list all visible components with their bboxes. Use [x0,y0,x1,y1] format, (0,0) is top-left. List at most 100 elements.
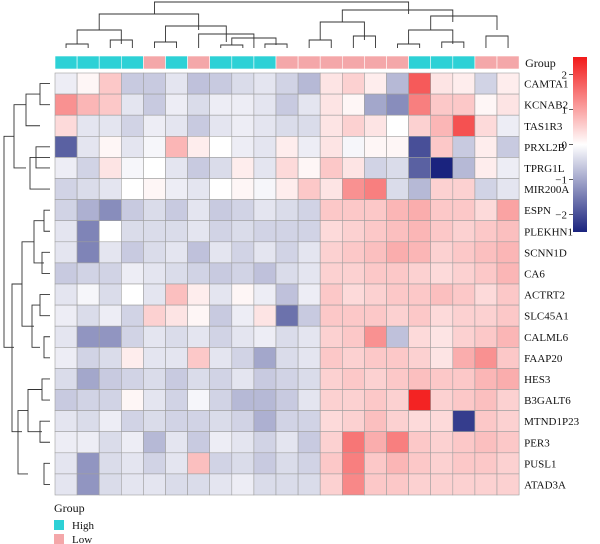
heatmap-cell [76,389,100,411]
row-label: PUSL1 [524,458,556,470]
heatmap-cell [76,304,100,327]
heatmap-cell [452,178,476,200]
heatmap-cell [253,473,277,496]
heatmap-cell [364,473,387,496]
heatmap-cell [231,199,255,222]
heatmap-cell [121,199,144,222]
heatmap-cell [231,262,255,285]
heatmap-cell [319,262,343,285]
heatmap-cell [76,262,100,285]
heatmap-cell [76,368,100,390]
heatmap-cell [341,452,365,475]
heatmap-cell [165,283,188,306]
column-dendrogram [65,1,509,48]
heatmap-cell [474,178,498,200]
heatmap-cell [209,136,233,158]
heatmap-cell [319,157,343,179]
heatmap-cell [430,431,454,454]
heatmap-cell [209,304,233,327]
heatmap-cell [253,199,277,222]
heatmap-cell [98,262,122,285]
heatmap-cell [386,136,409,158]
heatmap-cell [253,283,277,306]
legend-label-high: High [72,520,95,532]
heatmap-cell [364,199,387,222]
heatmap-cell [341,410,365,433]
heatmap-cell [297,431,321,454]
heatmap-cell [496,452,520,475]
annotation-cell-low [143,55,166,70]
color-scale-tick-label: −1 [555,175,567,187]
heatmap-cell [54,157,78,179]
heatmap-cell [474,473,498,496]
heatmap-cell [474,410,498,433]
heatmap-cell [452,72,476,95]
heatmap-cell [496,410,520,433]
heatmap-cell [474,72,498,95]
heatmap-cell [253,325,277,348]
heatmap-cell [452,283,476,306]
heatmap-cell [165,72,188,95]
heatmap-cell [319,93,343,116]
heatmap-cell [341,136,365,158]
heatmap-cell [275,283,299,306]
heatmap-cell [143,283,166,306]
legend-swatch-low [54,534,64,544]
annotation-cell-low [496,55,520,70]
heatmap-cell [165,473,188,496]
heatmap-cell [121,241,144,264]
color-scale-tick-label: 1 [562,105,568,117]
heatmap-cell [231,304,255,327]
row-label: FAAP20 [524,353,563,365]
heatmap-cell [364,346,387,369]
heatmap-cell [319,178,343,200]
heatmap-cell [143,262,166,285]
heatmap-cell [187,157,211,179]
heatmap-cell [98,220,122,243]
heatmap-cell [187,410,211,433]
row-label: B3GALT6 [524,395,571,407]
heatmap-cell [209,410,233,433]
heatmap-cell [496,304,520,327]
heatmap-cell [474,136,498,158]
heatmap-cell [297,93,321,116]
heatmap-cell [143,368,166,390]
heatmap-cell [297,368,321,390]
heatmap-cell [275,220,299,243]
heatmap-cell [253,72,277,95]
heatmap-cell [54,199,78,222]
heatmap-cell [386,368,409,390]
heatmap-cell [143,304,166,327]
heatmap-cell [297,346,321,369]
heatmap-cell [187,93,211,116]
heatmap-cell [209,178,233,200]
heatmap-cell [98,157,122,179]
heatmap-cell [98,136,122,158]
heatmap-cell [474,199,498,222]
heatmap-cell [341,262,365,285]
heatmap-cell [121,136,144,158]
row-label: CAMTA1 [524,79,568,91]
heatmap-cell [452,452,476,475]
heatmap-cell [452,346,476,369]
heatmap-cell [364,220,387,243]
heatmap-cell [386,473,409,496]
row-label: SCNN1D [524,247,567,259]
heatmap-cell [430,452,454,475]
heatmap-cell [76,431,100,454]
heatmap-cell [297,304,321,327]
heatmap-cell [319,220,343,243]
heatmap-cell [143,241,166,264]
heatmap-cell [253,410,277,433]
heatmap-cell [430,72,454,95]
heatmap-cell [319,368,343,390]
heatmap-cell [364,136,387,158]
heatmap-cell [121,389,144,411]
heatmap-cell [386,452,409,475]
heatmap-cell [452,410,476,433]
heatmap-cell [474,93,498,116]
heatmap-cell [430,157,454,179]
heatmap-cell [253,241,277,264]
heatmap-cell [430,283,454,306]
heatmap-cell [253,346,277,369]
